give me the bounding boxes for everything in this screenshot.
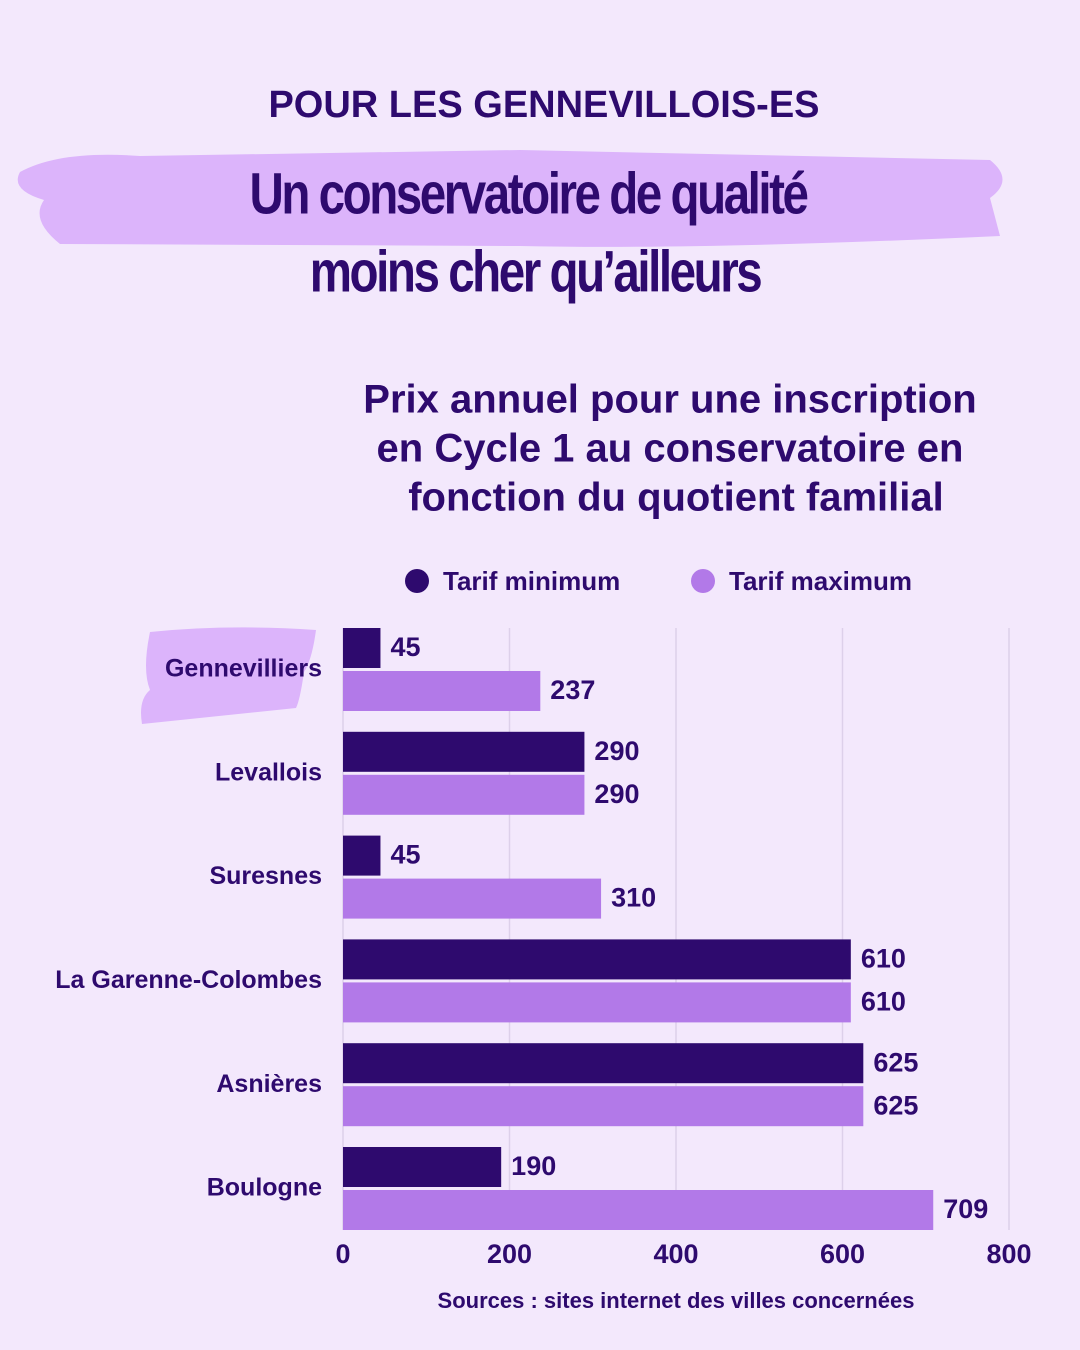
- bar: [343, 731, 585, 772]
- bar: [343, 1147, 502, 1187]
- value-label: 190: [511, 1151, 556, 1181]
- bar: [343, 878, 602, 919]
- bar: [343, 1086, 864, 1127]
- bar: [343, 1043, 864, 1084]
- y-tick-label: Gennevilliers: [165, 655, 322, 683]
- legend-label: Tarif maximum: [729, 566, 912, 596]
- value-label: 625: [873, 1090, 918, 1120]
- value-label: 237: [550, 675, 595, 705]
- value-label: 45: [390, 840, 420, 870]
- bar: [343, 982, 851, 1023]
- y-tick-label: La Garenne-Colombes: [55, 966, 322, 994]
- brush-highlight: [17, 150, 1003, 247]
- x-tick-label: 600: [820, 1239, 865, 1269]
- legend-marker: [405, 569, 429, 593]
- bar: [343, 939, 851, 980]
- legend-marker: [691, 569, 715, 593]
- value-label: 290: [594, 736, 639, 766]
- value-label: 709: [943, 1194, 988, 1224]
- x-tick-label: 400: [653, 1239, 698, 1269]
- y-tick-label: Suresnes: [209, 862, 322, 890]
- source: Sources : sites internet des villes conc…: [438, 1288, 915, 1313]
- x-tick-label: 800: [986, 1239, 1031, 1269]
- value-label: 45: [390, 632, 420, 662]
- value-label: 610: [861, 987, 906, 1017]
- y-tick-label: Asnières: [216, 1070, 322, 1098]
- bar: [343, 835, 381, 876]
- headline: Un conservatoire de qualité: [249, 162, 807, 227]
- y-tick-label: Levallois: [215, 758, 322, 786]
- kicker: POUR LES GENNEVILLOIS-ES: [268, 84, 819, 126]
- bar: [343, 671, 541, 711]
- y-tick-label: Boulogne: [207, 1174, 322, 1202]
- value-label: 625: [873, 1047, 918, 1077]
- bar: [343, 628, 381, 668]
- chart-title: fonction du quotient familial: [408, 476, 944, 520]
- chart-title: Prix annuel pour une inscription: [363, 378, 976, 422]
- chart-title: en Cycle 1 au conservatoire en: [377, 427, 964, 471]
- brush-highlight: [141, 627, 316, 724]
- headline: moins cher qu’ailleurs: [310, 240, 762, 305]
- x-tick-label: 200: [487, 1239, 532, 1269]
- x-tick-label: 0: [335, 1239, 350, 1269]
- value-label: 610: [861, 944, 906, 974]
- legend-label: Tarif minimum: [443, 566, 620, 596]
- value-label: 310: [611, 883, 656, 913]
- value-label: 290: [594, 779, 639, 809]
- bar: [343, 1190, 934, 1230]
- bar: [343, 774, 585, 815]
